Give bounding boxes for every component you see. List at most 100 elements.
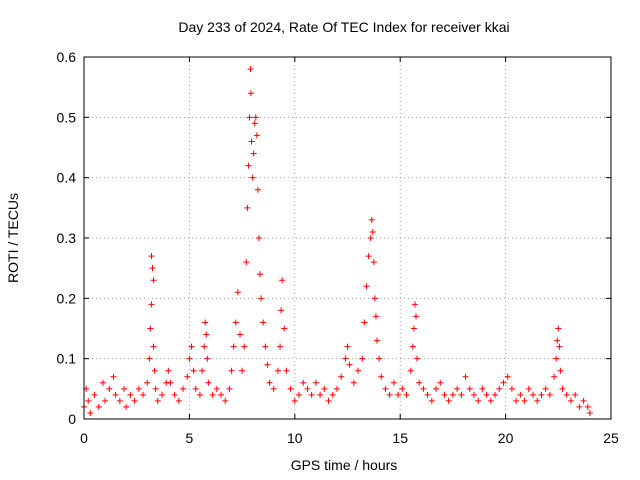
data-point <box>201 343 208 350</box>
data-point <box>196 391 203 398</box>
data-point <box>167 379 174 386</box>
data-point <box>372 313 379 320</box>
data-point <box>226 385 233 392</box>
data-point <box>333 385 340 392</box>
y-tick-label: 0.6 <box>57 49 77 65</box>
data-point <box>555 325 562 332</box>
data-point <box>410 325 417 332</box>
axis-ticks: 0 5 10 15 20 25 0 0.1 0.2 0.3 0.4 0.5 0.6 <box>57 49 619 446</box>
data-point <box>218 391 225 398</box>
data-point <box>584 403 591 410</box>
data-point <box>492 391 499 398</box>
data-point <box>458 391 465 398</box>
y-tick-label: 0.3 <box>57 230 77 246</box>
data-point <box>270 385 277 392</box>
y-tick-label: 0.5 <box>57 109 77 125</box>
data-point <box>342 355 349 362</box>
data-point <box>572 391 579 398</box>
data-point <box>567 397 574 404</box>
data-point <box>123 403 130 410</box>
data-point <box>470 391 477 398</box>
data-point <box>199 367 206 374</box>
data-point <box>239 367 246 374</box>
data-point <box>317 391 324 398</box>
data-point <box>228 367 235 374</box>
data-point <box>262 343 269 350</box>
data-point <box>243 259 250 266</box>
data-point <box>127 391 134 398</box>
data-point <box>325 397 332 404</box>
data-point <box>355 367 362 374</box>
data-point <box>411 301 418 308</box>
data-point <box>338 373 345 380</box>
data-point <box>257 271 264 278</box>
data-point <box>534 397 541 404</box>
data-point <box>131 397 138 404</box>
data-point <box>135 385 142 392</box>
data-point <box>390 379 397 386</box>
data-point <box>184 373 191 380</box>
data-point <box>576 403 583 410</box>
data-point <box>344 343 351 350</box>
data-point <box>312 379 319 386</box>
data-point <box>563 391 570 398</box>
x-tick-label: 0 <box>80 430 88 446</box>
data-point <box>186 355 193 362</box>
data-point <box>407 367 414 374</box>
data-point <box>368 216 375 223</box>
data-point <box>87 409 94 416</box>
data-point <box>374 337 381 344</box>
data-point <box>144 379 151 386</box>
data-point <box>253 132 260 139</box>
data-point <box>245 162 252 169</box>
x-tick-label: 15 <box>392 430 408 446</box>
data-point <box>424 391 431 398</box>
data-point <box>496 385 503 392</box>
data-point <box>165 367 172 374</box>
data-point <box>147 325 154 332</box>
data-point <box>376 355 383 362</box>
data-point <box>445 397 452 404</box>
data-point <box>192 385 199 392</box>
data-point <box>232 319 239 326</box>
data-point <box>99 379 106 386</box>
data-point <box>321 385 328 392</box>
data-point <box>260 319 267 326</box>
data-point <box>449 391 456 398</box>
data-point <box>258 295 265 302</box>
data-point <box>586 409 593 416</box>
data-point <box>140 391 147 398</box>
data-point <box>291 397 298 404</box>
data-point <box>152 385 159 392</box>
data-points <box>81 66 593 416</box>
data-point <box>279 277 286 284</box>
data-point <box>251 120 258 127</box>
x-tick-label: 5 <box>186 430 194 446</box>
data-point <box>399 385 406 392</box>
x-tick-label: 20 <box>498 430 514 446</box>
data-point <box>553 355 560 362</box>
data-point <box>557 367 564 374</box>
data-point <box>462 373 469 380</box>
data-point <box>542 385 549 392</box>
data-point <box>386 391 393 398</box>
data-point <box>203 331 210 338</box>
data-point <box>329 391 336 398</box>
data-point <box>151 367 158 374</box>
data-point <box>150 343 157 350</box>
data-point <box>246 114 253 121</box>
data-point <box>252 114 259 121</box>
data-point <box>483 391 490 398</box>
data-point <box>244 204 251 211</box>
data-point <box>112 391 119 398</box>
data-point <box>487 397 494 404</box>
data-point <box>281 325 288 332</box>
data-point <box>283 367 290 374</box>
data-point <box>213 385 220 392</box>
chart-title: Day 233 of 2024, Rate Of TEC Index for r… <box>178 19 509 35</box>
data-point <box>106 385 113 392</box>
data-point <box>278 307 285 314</box>
data-point <box>249 174 256 181</box>
data-point <box>369 228 376 235</box>
data-point <box>517 391 524 398</box>
